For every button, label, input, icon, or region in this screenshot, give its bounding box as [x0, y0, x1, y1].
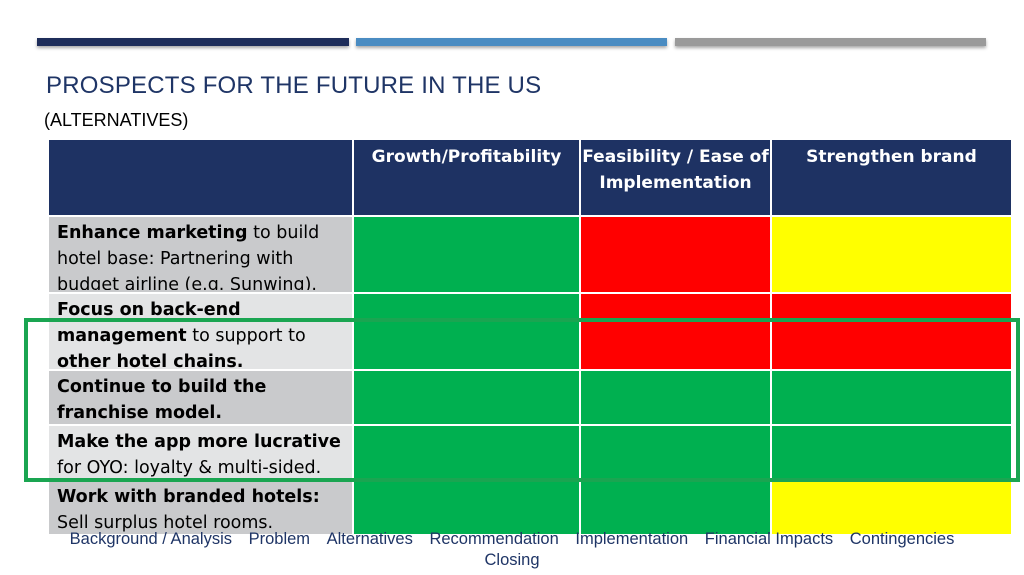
nav-link-recommendation[interactable]: Recommendation	[429, 530, 559, 548]
table-row: Continue to build the franchise model.	[47, 369, 1013, 426]
nav-link-problem[interactable]: Problem	[248, 530, 311, 548]
table-row: Focus on back-end management to support …	[47, 292, 1013, 371]
nav-link-implementation[interactable]: Implementation	[575, 530, 689, 548]
rating-cell-green	[352, 424, 581, 481]
rating-cell-green	[352, 215, 581, 294]
row-label: Focus on back-end management to support …	[47, 292, 354, 371]
rating-cell-green	[579, 479, 772, 536]
decor-bar-gray	[675, 38, 986, 46]
nav-link-alternatives[interactable]: Alternatives	[326, 530, 413, 548]
header-brand: Strengthen brand	[770, 138, 1013, 217]
row-label-bold: Make the app more lucrative	[57, 432, 341, 452]
table-row: Make the app more lucrative for OYO: loy…	[47, 424, 1013, 481]
rating-cell-green	[770, 369, 1013, 426]
row-label: Make the app more lucrative for OYO: loy…	[47, 424, 354, 481]
rating-cell-green	[579, 369, 772, 426]
header-feasibility: Feasibility / Ease of Implementation	[579, 138, 772, 217]
rating-cell-green	[352, 479, 581, 536]
nav-link-financial-impacts[interactable]: Financial Impacts	[704, 530, 834, 548]
rating-cell-green	[770, 424, 1013, 481]
row-label-bold: Work with branded hotels:	[57, 487, 320, 507]
row-label: Work with branded hotels: Sell surplus h…	[47, 479, 354, 536]
footer-nav: Background / Analysis Problem Alternativ…	[0, 529, 1024, 571]
row-label-bold: Enhance marketing	[57, 223, 248, 243]
row-label-bold-2: other hotel chains.	[57, 352, 244, 369]
rating-cell-yellow	[770, 479, 1013, 536]
row-label-text: for OYO: loyalty & multi-sided.	[57, 458, 322, 478]
nav-link-background[interactable]: Background / Analysis	[69, 530, 232, 548]
row-label-text: Sell surplus hotel rooms.	[57, 513, 274, 533]
table-row: Enhance marketing to build hotel base: P…	[47, 215, 1013, 294]
header-corner-cell	[47, 138, 354, 217]
rating-cell-red	[579, 215, 772, 294]
row-label-text: to build hotel base: Partnering with bud…	[57, 223, 320, 290]
rating-cell-red	[770, 292, 1013, 371]
decor-bar-blue	[356, 38, 667, 46]
table-row: Work with branded hotels: Sell surplus h…	[47, 479, 1013, 536]
row-label-bold: Continue to build the franchise model.	[57, 377, 267, 423]
rating-cell-green	[579, 424, 772, 481]
row-label: Continue to build the franchise model.	[47, 369, 354, 426]
row-label-text: to support to	[186, 326, 306, 346]
row-label-bold: Focus on back-end management	[57, 300, 241, 346]
nav-link-closing[interactable]: Closing	[484, 551, 540, 569]
header-growth: Growth/Profitability	[352, 138, 581, 217]
slide-subtitle: (ALTERNATIVES)	[44, 110, 189, 130]
rating-cell-green	[352, 292, 581, 371]
slide-title: PROSPECTS FOR THE FUTURE IN THE US	[46, 72, 542, 99]
alternatives-matrix: Growth/Profitability Feasibility / Ease …	[47, 138, 1013, 536]
highlight-box	[24, 318, 1020, 482]
row-label: Enhance marketing to build hotel base: P…	[47, 215, 354, 294]
rating-cell-red	[579, 292, 772, 371]
rating-cell-yellow	[770, 215, 1013, 294]
rating-cell-green	[352, 369, 581, 426]
nav-link-contingencies[interactable]: Contingencies	[849, 530, 955, 548]
decor-bar-navy	[37, 38, 349, 46]
